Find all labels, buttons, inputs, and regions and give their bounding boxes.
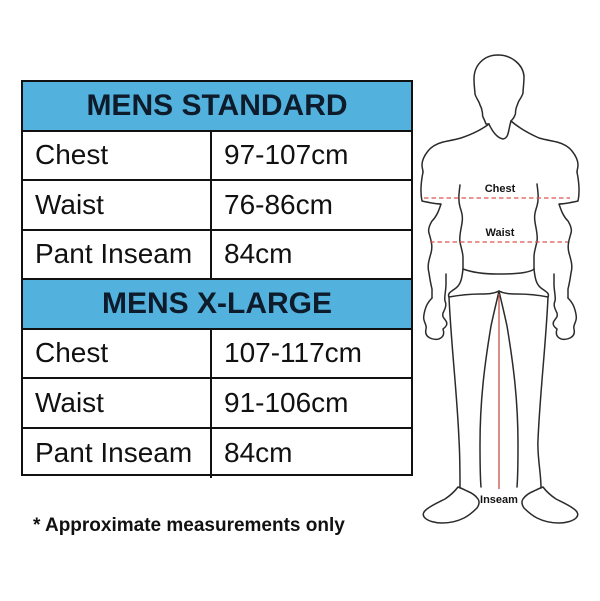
- svg-text:Chest: Chest: [485, 183, 516, 195]
- svg-text:Waist: Waist: [486, 227, 515, 239]
- svg-text:Inseam: Inseam: [480, 494, 518, 506]
